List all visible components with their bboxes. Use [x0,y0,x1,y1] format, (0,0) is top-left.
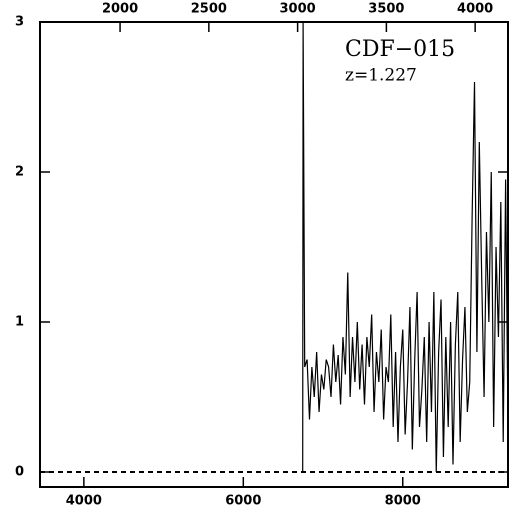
y-tick-label: 3 [15,15,24,30]
y-tick-label: 0 [15,465,24,480]
y-tick-label: 1 [15,315,24,330]
annotation: CDF−015 [345,37,455,62]
x-tick-label: 4000 [66,494,102,509]
x2-tick-label: 3000 [280,2,316,17]
x-tick-label: 8000 [385,494,421,509]
x2-tick-label: 4000 [457,2,493,17]
spectrum-line [302,21,509,473]
plot-frame [39,21,509,488]
x2-tick-label: 2500 [191,2,227,17]
y-tick-label: 2 [15,165,24,180]
x2-tick-label: 3500 [368,2,404,17]
x-tick-label: 6000 [225,494,261,509]
annotation: z=1.227 [345,66,417,86]
x2-tick-label: 2000 [102,2,138,17]
